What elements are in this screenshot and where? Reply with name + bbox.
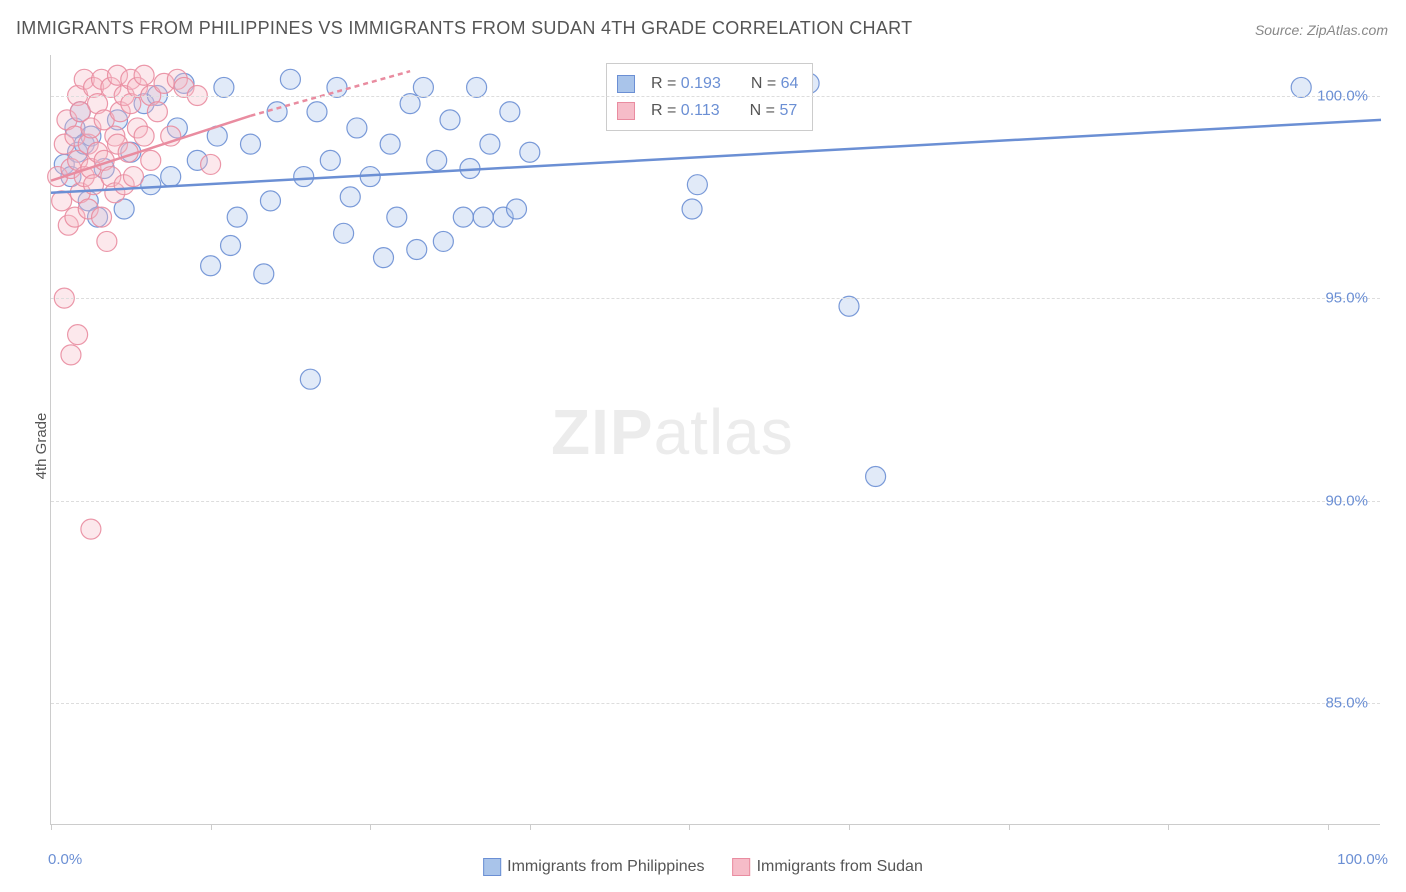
scatter-point xyxy=(97,231,117,251)
scatter-point xyxy=(413,77,433,97)
x-tick xyxy=(530,824,531,830)
gridline xyxy=(51,501,1380,502)
scatter-point xyxy=(92,207,112,227)
scatter-point xyxy=(214,77,234,97)
scatter-point xyxy=(61,345,81,365)
scatter-point xyxy=(407,240,427,260)
r-label: R = 0.113 xyxy=(651,97,720,124)
scatter-point xyxy=(347,118,367,138)
scatter-point xyxy=(134,126,154,146)
n-label: N = 64 xyxy=(751,70,799,97)
scatter-chart xyxy=(51,55,1381,825)
scatter-point xyxy=(81,519,101,539)
legend-item: Immigrants from Sudan xyxy=(733,858,923,876)
scatter-point xyxy=(280,69,300,89)
scatter-point xyxy=(473,207,493,227)
x-tick xyxy=(51,824,52,830)
scatter-point xyxy=(201,256,221,276)
scatter-point xyxy=(260,191,280,211)
stats-row: R = 0.193 N = 64 xyxy=(617,70,798,97)
scatter-point xyxy=(141,150,161,170)
y-tick-label: 100.0% xyxy=(1317,87,1368,104)
source-label: Source: ZipAtlas.com xyxy=(1255,22,1388,38)
legend-swatch xyxy=(733,858,751,876)
plot-area: ZIPatlas R = 0.193N = 64R = 0.113N = 57 … xyxy=(50,55,1380,825)
legend-label: Immigrants from Sudan xyxy=(757,858,923,875)
scatter-point xyxy=(300,369,320,389)
scatter-point xyxy=(480,134,500,154)
x-tick xyxy=(211,824,212,830)
scatter-point xyxy=(52,191,72,211)
scatter-point xyxy=(254,264,274,284)
x-tick xyxy=(1009,824,1010,830)
scatter-point xyxy=(387,207,407,227)
legend-label: Immigrants from Philippines xyxy=(507,858,704,875)
legend-item: Immigrants from Philippines xyxy=(483,858,704,876)
scatter-point xyxy=(241,134,261,154)
x-tick xyxy=(1328,824,1329,830)
scatter-point xyxy=(433,231,453,251)
scatter-point xyxy=(68,325,88,345)
scatter-point xyxy=(520,142,540,162)
scatter-point xyxy=(123,167,143,187)
scatter-point xyxy=(400,94,420,114)
y-axis-label: 4th Grade xyxy=(33,413,50,480)
scatter-point xyxy=(507,199,527,219)
x-tick xyxy=(849,824,850,830)
scatter-point xyxy=(201,154,221,174)
bottom-legend: Immigrants from Philippines Immigrants fr… xyxy=(483,858,923,876)
scatter-point xyxy=(839,296,859,316)
scatter-point xyxy=(320,150,340,170)
scatter-point xyxy=(161,167,181,187)
gridline xyxy=(51,703,1380,704)
gridline xyxy=(51,96,1380,97)
x-axis-max-label: 100.0% xyxy=(1337,851,1388,868)
x-tick xyxy=(370,824,371,830)
scatter-point xyxy=(500,102,520,122)
r-label: R = 0.193 xyxy=(651,70,721,97)
scatter-point xyxy=(380,134,400,154)
scatter-point xyxy=(374,248,394,268)
n-label: N = 57 xyxy=(750,97,798,124)
y-tick-label: 85.0% xyxy=(1325,695,1368,712)
y-tick-label: 90.0% xyxy=(1325,492,1368,509)
scatter-point xyxy=(687,175,707,195)
scatter-point xyxy=(147,102,167,122)
x-tick xyxy=(1168,824,1169,830)
scatter-point xyxy=(221,235,241,255)
gridline xyxy=(51,298,1380,299)
chart-title: IMMIGRANTS FROM PHILIPPINES VS IMMIGRANT… xyxy=(16,18,912,39)
legend-swatch xyxy=(617,75,635,93)
scatter-point xyxy=(267,102,287,122)
scatter-point xyxy=(866,466,886,486)
legend-swatch xyxy=(617,102,635,120)
x-tick xyxy=(689,824,690,830)
x-axis-min-label: 0.0% xyxy=(48,851,82,868)
scatter-point xyxy=(467,77,487,97)
y-tick-label: 95.0% xyxy=(1325,290,1368,307)
scatter-point xyxy=(307,102,327,122)
scatter-point xyxy=(334,223,354,243)
scatter-point xyxy=(1291,77,1311,97)
scatter-point xyxy=(440,110,460,130)
scatter-point xyxy=(294,167,314,187)
scatter-point xyxy=(134,65,154,85)
scatter-point xyxy=(453,207,473,227)
scatter-point xyxy=(227,207,247,227)
correlation-stats-box: R = 0.193 N = 64 R = 0.113 N = 57 xyxy=(606,63,813,131)
legend-swatch xyxy=(483,858,501,876)
stats-row: R = 0.113 N = 57 xyxy=(617,97,798,124)
scatter-point xyxy=(427,150,447,170)
scatter-point xyxy=(682,199,702,219)
scatter-point xyxy=(340,187,360,207)
